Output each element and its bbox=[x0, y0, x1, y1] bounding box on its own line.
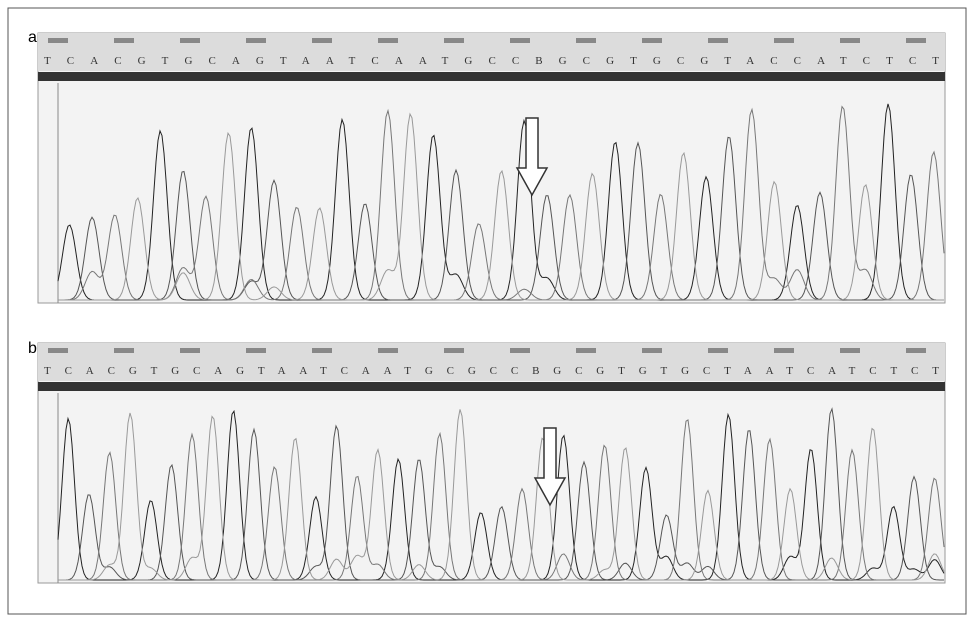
ruler-tick bbox=[114, 38, 134, 43]
ruler-tick bbox=[444, 348, 464, 353]
ruler-tick bbox=[246, 38, 266, 43]
panel-label: b bbox=[28, 340, 37, 357]
arrow bbox=[533, 427, 567, 507]
ruler-tick bbox=[840, 348, 860, 353]
ruler-tick bbox=[708, 38, 728, 43]
ruler-tick bbox=[246, 348, 266, 353]
ruler-tick bbox=[906, 38, 926, 43]
trace bbox=[58, 105, 945, 301]
sequence-bar bbox=[38, 382, 945, 391]
ruler-tick bbox=[906, 348, 926, 353]
ruler-tick bbox=[180, 38, 200, 43]
ruler-tick bbox=[774, 38, 794, 43]
ruler-tick bbox=[642, 348, 662, 353]
ruler-tick bbox=[378, 348, 398, 353]
ruler-tick bbox=[312, 348, 332, 353]
panel-a: a TCACGTGCAGTAATCAATGCCBGCGTGCGTACCATCTC… bbox=[28, 29, 946, 304]
ruler-tick bbox=[444, 38, 464, 43]
sequence-bar bbox=[38, 72, 945, 81]
ruler-tick bbox=[576, 348, 596, 353]
arrow bbox=[515, 117, 549, 197]
ruler-tick bbox=[180, 348, 200, 353]
ruler-tick bbox=[708, 348, 728, 353]
ruler-tick bbox=[114, 348, 134, 353]
ruler-tick bbox=[510, 348, 530, 353]
ruler-tick bbox=[576, 38, 596, 43]
ruler-tick bbox=[48, 348, 68, 353]
ruler-tick bbox=[510, 38, 530, 43]
ruler-tick bbox=[378, 38, 398, 43]
trace bbox=[58, 409, 945, 581]
ruler-tick bbox=[48, 38, 68, 43]
panel-b: b TCACGTGCAGTAATCAATGCGCCBGCGTGTGCTAATCA… bbox=[28, 340, 946, 584]
trace bbox=[58, 112, 944, 301]
ruler-tick bbox=[312, 38, 332, 43]
ruler-tick bbox=[774, 348, 794, 353]
ruler-tick bbox=[642, 38, 662, 43]
panel-label: a bbox=[28, 29, 37, 46]
ruler-tick bbox=[840, 38, 860, 43]
